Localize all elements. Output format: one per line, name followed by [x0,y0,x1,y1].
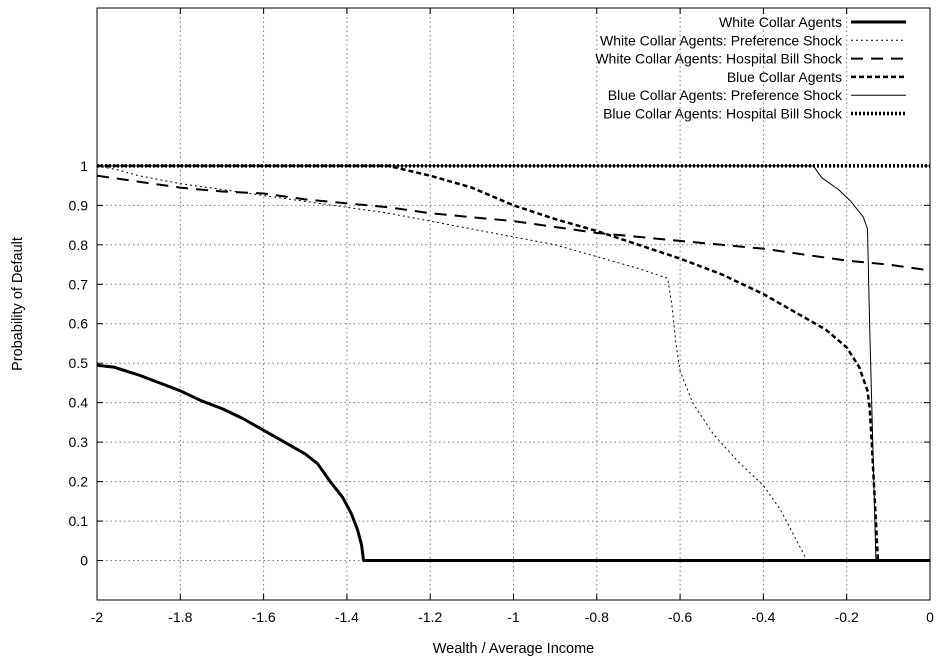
legend-label: Blue Collar Agents: Hospital Bill Shock [603,106,843,122]
series-line-blue-collar-agents-preference-shock [97,165,930,561]
series-line-white-collar-agents [96,363,930,562]
legend-label: White Collar Agents [719,14,842,30]
x-tick-label: -2 [91,609,104,625]
legend-label: White Collar Agents: Preference Shock [600,32,843,48]
x-tick-label: -0.2 [835,609,859,625]
y-tick-label: 0.4 [69,395,89,411]
legend-label: White Collar Agents: Hospital Bill Shock [595,51,843,67]
y-tick-label: 1 [80,158,88,174]
x-tick-label: -0.6 [668,609,692,625]
y-tick-label: 0.6 [69,316,89,332]
x-tick-label: -0.4 [751,609,775,625]
x-tick-label: -1.6 [252,609,276,625]
y-tick-label: 0.7 [69,276,89,292]
series-line-blue-collar-agents [97,164,930,562]
y-tick-label: 0.9 [69,197,89,213]
x-tick-label: -0.8 [585,609,609,625]
series-layer [96,164,931,562]
y-tick-label: 0.2 [69,474,89,490]
y-tick-label: 0 [80,553,88,569]
y-tick-label: 0.3 [69,434,89,450]
y-tick-label: 0.5 [69,355,89,371]
legend-label: Blue Collar Agents [727,69,842,85]
x-tick-label: -1.4 [335,609,359,625]
series-line-white-collar-agents-preference-shock [96,165,808,561]
y-axis-title: Probability of Default [10,237,26,371]
x-tick-label: -1.8 [168,609,192,625]
x-axis-title: Wealth / Average Income [433,641,594,657]
x-tick-label: -1.2 [418,609,442,625]
axis-ticks: -2 -1.8 -1.6 -1.4 -1.2 -1 -0.8 -0.6 -0.4 -0.2 0 0 0.… [69,8,934,625]
legend: White Collar Agents White Collar Agents: … [595,14,906,122]
y-tick-label: 0.1 [69,513,89,529]
legend-label: Blue Collar Agents: Preference Shock [608,87,843,103]
x-tick-label: -1 [507,609,520,625]
y-tick-label: 0.8 [69,237,89,253]
x-tick-label: 0 [926,609,934,625]
